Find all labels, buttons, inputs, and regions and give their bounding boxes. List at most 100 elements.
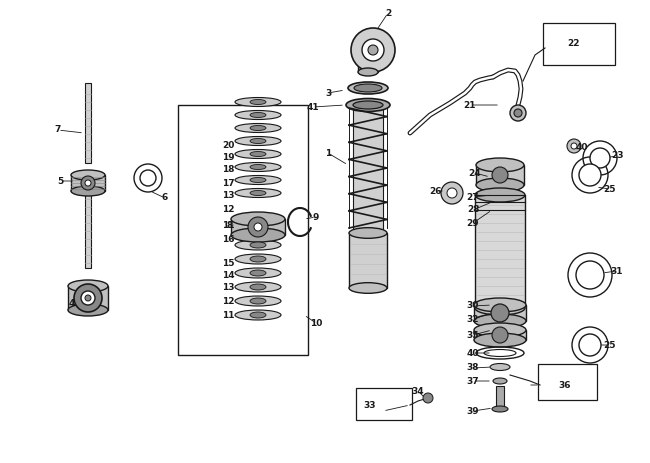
Text: 5: 5 bbox=[57, 176, 63, 186]
Circle shape bbox=[579, 164, 601, 186]
Circle shape bbox=[590, 148, 610, 168]
Text: 27: 27 bbox=[467, 193, 479, 201]
Ellipse shape bbox=[68, 304, 108, 316]
Ellipse shape bbox=[250, 151, 266, 156]
Circle shape bbox=[254, 223, 262, 231]
Bar bbox=[474, 305, 526, 321]
FancyBboxPatch shape bbox=[538, 364, 597, 400]
Bar bbox=[231, 219, 285, 235]
Ellipse shape bbox=[346, 99, 390, 112]
Text: 35: 35 bbox=[467, 331, 479, 339]
Text: 19: 19 bbox=[222, 152, 234, 162]
Ellipse shape bbox=[235, 268, 281, 278]
Text: 28: 28 bbox=[467, 206, 479, 214]
Ellipse shape bbox=[235, 137, 281, 145]
Ellipse shape bbox=[358, 68, 378, 76]
Ellipse shape bbox=[231, 228, 285, 242]
Circle shape bbox=[576, 261, 604, 289]
Ellipse shape bbox=[250, 312, 266, 318]
Circle shape bbox=[351, 28, 395, 72]
Ellipse shape bbox=[68, 280, 108, 292]
Text: 14: 14 bbox=[222, 270, 234, 280]
Ellipse shape bbox=[235, 111, 281, 119]
Text: 3: 3 bbox=[325, 88, 331, 98]
Circle shape bbox=[567, 139, 581, 153]
Bar bbox=[178, 105, 308, 355]
Ellipse shape bbox=[235, 296, 281, 306]
Circle shape bbox=[492, 167, 508, 183]
Ellipse shape bbox=[71, 170, 105, 180]
Ellipse shape bbox=[235, 124, 281, 132]
Ellipse shape bbox=[235, 98, 281, 106]
Text: 26: 26 bbox=[430, 187, 442, 195]
Circle shape bbox=[81, 176, 95, 190]
Ellipse shape bbox=[354, 84, 382, 92]
Ellipse shape bbox=[235, 310, 281, 320]
Bar bbox=[71, 175, 105, 191]
Ellipse shape bbox=[348, 82, 388, 94]
Circle shape bbox=[362, 39, 384, 61]
Bar bbox=[476, 165, 524, 185]
Text: 31: 31 bbox=[611, 267, 623, 275]
Text: 9: 9 bbox=[313, 213, 319, 221]
Text: 11: 11 bbox=[222, 311, 234, 319]
Ellipse shape bbox=[235, 254, 281, 264]
Ellipse shape bbox=[235, 188, 281, 198]
Text: 15: 15 bbox=[222, 258, 234, 268]
Circle shape bbox=[140, 170, 156, 186]
Text: 36: 36 bbox=[559, 381, 571, 389]
Ellipse shape bbox=[474, 298, 526, 312]
Ellipse shape bbox=[349, 283, 387, 294]
Ellipse shape bbox=[250, 164, 266, 169]
Ellipse shape bbox=[250, 298, 266, 304]
Text: 30: 30 bbox=[467, 301, 479, 311]
Circle shape bbox=[81, 291, 95, 305]
Circle shape bbox=[514, 109, 522, 117]
Circle shape bbox=[368, 45, 378, 55]
Ellipse shape bbox=[250, 242, 266, 248]
Ellipse shape bbox=[250, 113, 266, 118]
Ellipse shape bbox=[250, 125, 266, 131]
Ellipse shape bbox=[250, 256, 266, 262]
Text: 2: 2 bbox=[385, 8, 391, 18]
Ellipse shape bbox=[476, 158, 524, 172]
Text: 39: 39 bbox=[467, 407, 479, 415]
Text: 25: 25 bbox=[604, 340, 616, 350]
Bar bbox=[475, 195, 525, 308]
Ellipse shape bbox=[475, 188, 525, 202]
Ellipse shape bbox=[474, 333, 526, 347]
Ellipse shape bbox=[250, 270, 266, 276]
Text: 21: 21 bbox=[463, 100, 476, 110]
Text: 29: 29 bbox=[467, 219, 479, 227]
Ellipse shape bbox=[235, 175, 281, 184]
Text: 25: 25 bbox=[604, 184, 616, 194]
Ellipse shape bbox=[474, 323, 526, 337]
Text: 40: 40 bbox=[467, 349, 479, 357]
Text: 24: 24 bbox=[469, 169, 481, 177]
Circle shape bbox=[85, 180, 91, 186]
Text: 16: 16 bbox=[222, 234, 234, 244]
Bar bbox=[474, 330, 526, 340]
Circle shape bbox=[491, 304, 509, 322]
Ellipse shape bbox=[250, 138, 266, 144]
Ellipse shape bbox=[231, 212, 285, 226]
Circle shape bbox=[579, 334, 601, 356]
FancyBboxPatch shape bbox=[543, 23, 615, 65]
Ellipse shape bbox=[492, 406, 508, 412]
Ellipse shape bbox=[235, 163, 281, 171]
Ellipse shape bbox=[349, 228, 387, 238]
Ellipse shape bbox=[353, 101, 383, 109]
Text: 34: 34 bbox=[411, 387, 424, 395]
Ellipse shape bbox=[250, 284, 266, 290]
Circle shape bbox=[510, 105, 526, 121]
Text: 4: 4 bbox=[69, 299, 75, 307]
Circle shape bbox=[492, 327, 508, 343]
Text: 23: 23 bbox=[611, 151, 623, 161]
Ellipse shape bbox=[476, 178, 524, 192]
Circle shape bbox=[571, 143, 577, 149]
Circle shape bbox=[248, 217, 268, 237]
FancyBboxPatch shape bbox=[356, 388, 412, 420]
Ellipse shape bbox=[493, 378, 507, 384]
Text: 41: 41 bbox=[307, 102, 319, 112]
Ellipse shape bbox=[475, 301, 525, 315]
